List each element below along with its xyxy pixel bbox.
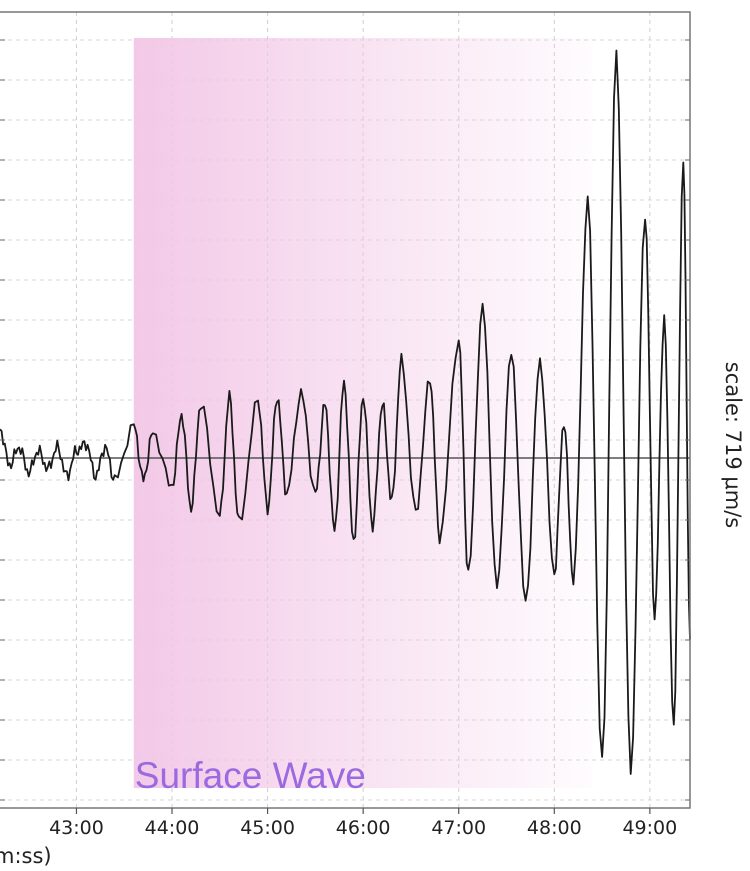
- x-tick-label: 48:00: [527, 817, 582, 839]
- x-tick-label: 49:00: [622, 817, 677, 839]
- waveform-trace: [0, 49, 691, 775]
- scale-label: scale: 719 μm/s: [721, 361, 745, 529]
- plot-frame: [0, 11, 691, 809]
- x-tick-label: 43:00: [49, 817, 104, 839]
- waveform-group: [0, 49, 691, 775]
- x-tick-label: 46:00: [336, 817, 391, 839]
- axis-ticks: 43:00 44:00 45:00 46:00 47:00 48:00 49:00: [0, 39, 690, 839]
- x-tick-label: 44:00: [145, 817, 200, 839]
- x-tick-label: 47:00: [431, 817, 486, 839]
- x-tick-label: 45:00: [240, 817, 295, 839]
- phase-label: Surface Wave: [135, 755, 366, 796]
- x-axis-label: m:ss): [0, 844, 52, 868]
- surface-wave-window: [133, 38, 593, 788]
